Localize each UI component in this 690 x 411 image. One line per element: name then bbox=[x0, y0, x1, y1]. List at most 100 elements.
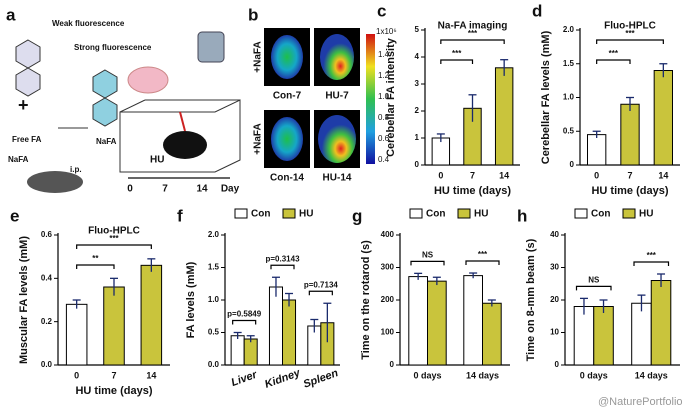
chart-title: Fluo-HPLC bbox=[88, 226, 140, 237]
significance-label: *** bbox=[478, 250, 488, 259]
image-label: Con-14 bbox=[270, 173, 304, 184]
x-tick-label: Spleen bbox=[302, 367, 340, 391]
bar bbox=[587, 134, 607, 166]
label: Free FA bbox=[12, 135, 42, 144]
bar bbox=[631, 302, 652, 366]
y-tick-label: 100 bbox=[381, 328, 395, 337]
significance-bracket bbox=[440, 59, 474, 64]
significance-label: NS bbox=[588, 275, 600, 284]
colorbar bbox=[366, 34, 375, 164]
tail bbox=[179, 111, 186, 132]
y-tick-label: 30 bbox=[550, 263, 559, 272]
bar bbox=[140, 264, 163, 366]
panel-a: a Weak fluorescence Strong fluorescence … bbox=[6, 5, 241, 195]
y-tick-label: 1 bbox=[415, 133, 420, 142]
x-tick-label: 14 bbox=[658, 170, 668, 180]
significance-bracket bbox=[76, 264, 115, 269]
colorbar-scale: 1x10⁶ bbox=[376, 27, 397, 36]
significance-bracket bbox=[308, 290, 333, 296]
colorbar-tick: 0.8 bbox=[378, 113, 390, 122]
significance-label: ** bbox=[92, 254, 99, 263]
y-tick-label: 0 bbox=[570, 160, 575, 169]
panel-label: f bbox=[177, 206, 183, 225]
brain-tissue bbox=[127, 66, 169, 94]
timeline-label: 0 bbox=[127, 184, 133, 195]
bar bbox=[103, 286, 125, 366]
chart-title: Fluo-HPLC bbox=[604, 21, 656, 32]
panel-label: g bbox=[352, 206, 362, 225]
y-tick-label: 10 bbox=[550, 328, 559, 337]
y-tick-label: 400 bbox=[381, 230, 395, 239]
cage bbox=[119, 99, 146, 113]
y-tick-label: 5 bbox=[415, 25, 420, 34]
bar bbox=[268, 286, 284, 366]
mouse bbox=[27, 171, 83, 193]
watermark: @NaturePortfolio bbox=[598, 396, 683, 408]
y-tick-label: 1.0 bbox=[563, 93, 575, 102]
x-tick-label: 0 bbox=[438, 170, 443, 180]
y-axis-label: Time on 8-mm beam (s) bbox=[525, 238, 537, 361]
y-axis-label: Cerebellar FA intensity bbox=[385, 37, 397, 157]
panel-label: b bbox=[248, 5, 258, 24]
legend-label: HU bbox=[474, 209, 488, 220]
y-tick-label: 3 bbox=[415, 79, 420, 88]
bar bbox=[650, 280, 672, 366]
y-tick-label: 1.5 bbox=[208, 263, 220, 272]
y-tick-label: 0.0 bbox=[208, 360, 220, 369]
significance-bracket bbox=[410, 260, 445, 266]
colorbar-tick: 1.0 bbox=[378, 92, 390, 101]
x-axis-label: HU time (days) bbox=[591, 185, 668, 197]
x-tick-label: 0 bbox=[74, 370, 79, 380]
colorbar-tick: 0.6 bbox=[378, 134, 390, 143]
y-tick-label: 1.5 bbox=[563, 59, 575, 68]
y-tick-label: 200 bbox=[381, 295, 395, 304]
significance-bracket bbox=[596, 39, 664, 44]
significance-bracket bbox=[596, 59, 631, 64]
label: Weak fluorescence bbox=[52, 19, 125, 28]
bar bbox=[282, 299, 297, 366]
y-tick-label: 0.5 bbox=[563, 126, 575, 135]
bar bbox=[573, 306, 595, 366]
legend-swatch bbox=[409, 208, 423, 219]
panel-label: d bbox=[532, 1, 542, 20]
y-tick-label: 40 bbox=[550, 230, 559, 239]
bar bbox=[593, 306, 614, 366]
panel-label: a bbox=[6, 5, 16, 24]
bar bbox=[427, 280, 447, 366]
timeline-label: Day bbox=[221, 184, 240, 195]
x-tick-label: 14 bbox=[499, 170, 509, 180]
molecule bbox=[92, 69, 118, 99]
significance-label: *** bbox=[109, 234, 119, 243]
colorbar-tick: 1.4 bbox=[378, 50, 390, 59]
brain bbox=[318, 115, 356, 163]
brain bbox=[271, 35, 303, 79]
x-tick-label: 14 days bbox=[466, 370, 499, 380]
significance-label: *** bbox=[468, 29, 478, 38]
colorbar-tick: 0.4 bbox=[378, 155, 390, 164]
brain bbox=[320, 34, 354, 80]
y-tick-label: 0.5 bbox=[208, 328, 220, 337]
legend-swatch bbox=[622, 208, 636, 219]
significance-label: p=0.5849 bbox=[227, 310, 262, 319]
significance-label: *** bbox=[625, 29, 635, 38]
y-tick-label: 2.0 bbox=[208, 230, 220, 239]
x-tick-label: Liver bbox=[230, 369, 259, 390]
label: NaFA bbox=[96, 137, 117, 146]
molecule bbox=[15, 67, 41, 97]
y-axis-label: Muscular FA levels (mM) bbox=[18, 236, 30, 364]
y-axis-label: Cerebellar FA levels (mM) bbox=[540, 30, 552, 164]
image-label: Con-7 bbox=[273, 91, 302, 102]
label: NaFA bbox=[8, 155, 29, 164]
significance-label: p=0.3143 bbox=[265, 254, 300, 263]
label: Strong fluorescence bbox=[74, 43, 152, 52]
brain bbox=[271, 117, 303, 161]
legend-swatch bbox=[457, 208, 471, 219]
x-tick-label: 0 days bbox=[413, 370, 441, 380]
x-tick-label: 7 bbox=[111, 370, 116, 380]
y-tick-label: 2 bbox=[415, 106, 420, 115]
plus: + bbox=[18, 95, 29, 115]
legend-label: Con bbox=[591, 209, 610, 220]
molecule bbox=[92, 97, 118, 127]
x-axis-label: HU time (days) bbox=[434, 185, 511, 197]
mouse bbox=[163, 131, 207, 159]
